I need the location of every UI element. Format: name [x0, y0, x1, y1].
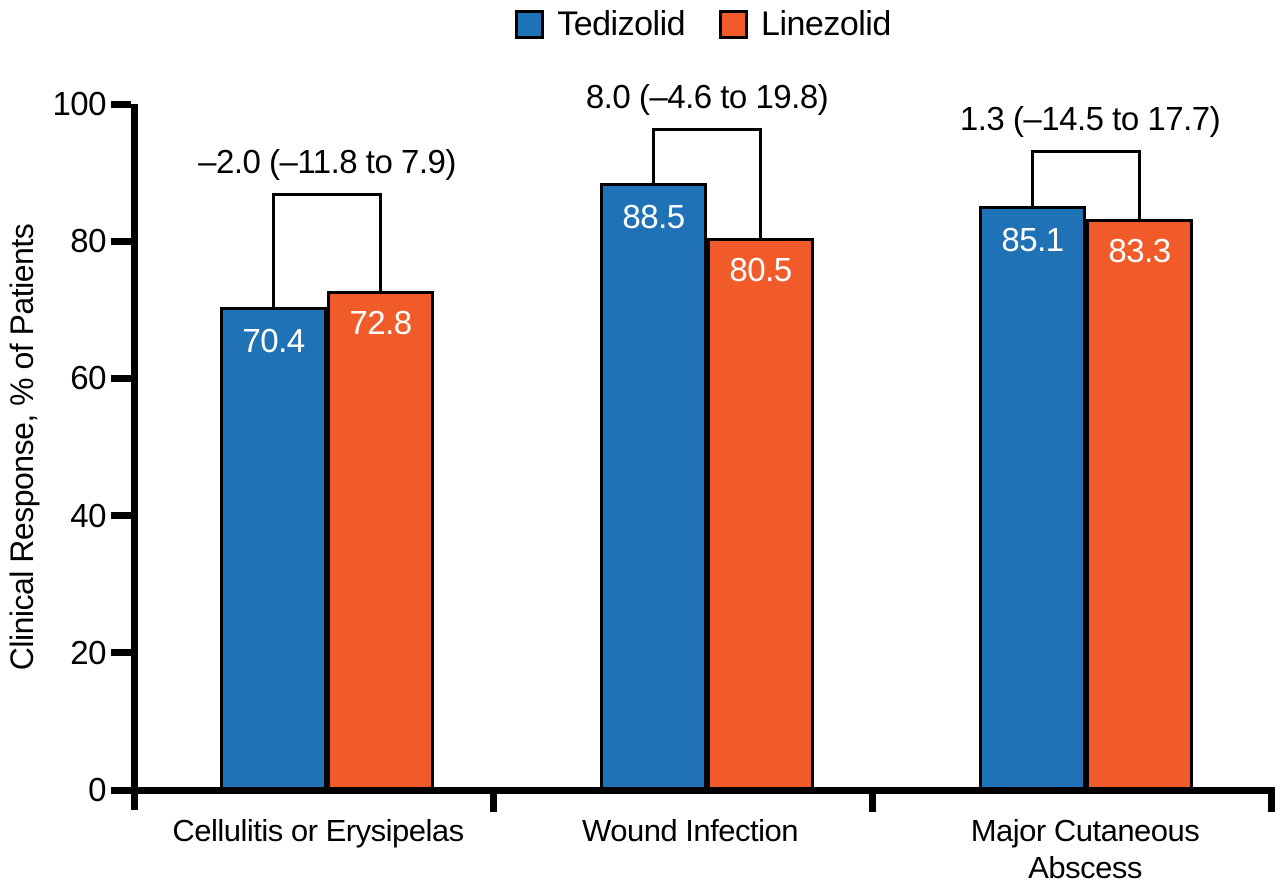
y-tick-label: 80 — [70, 222, 106, 260]
linezolid-swatch-icon — [719, 9, 749, 39]
difference-annotation: 1.3 (–14.5 to 17.7) — [959, 99, 1221, 137]
linezolid-bar — [1086, 218, 1193, 790]
y-tick-label: 40 — [70, 496, 106, 534]
x-axis-line — [131, 787, 1275, 794]
category-label: Major Cutaneous Abscess — [970, 813, 1200, 885]
legend-item-linezolid: Linezolid — [719, 4, 891, 44]
bracket-vertical-right — [759, 128, 762, 238]
y-tick-label: 60 — [70, 359, 106, 397]
linezolid-bar — [707, 237, 814, 790]
legend-label-linezolid: Linezolid — [761, 5, 891, 43]
y-axis-tick — [111, 649, 131, 657]
linezolid-bar-value: 83.3 — [1108, 231, 1171, 269]
bracket-vertical-right — [379, 193, 382, 291]
bracket-horizontal — [652, 128, 762, 131]
bracket-horizontal — [272, 193, 382, 197]
bracket-vertical-left — [272, 193, 275, 308]
linezolid-bar-value: 80.5 — [729, 250, 792, 288]
y-axis-tick — [111, 100, 131, 108]
tedizolid-bar — [979, 206, 1086, 790]
tedizolid-bar-value: 70.4 — [242, 322, 305, 360]
category-label: Wound Infection — [582, 813, 798, 848]
difference-annotation: –2.0 (–11.8 to 7.9) — [198, 143, 456, 181]
x-axis-tick — [489, 794, 497, 812]
linezolid-bar — [327, 290, 434, 790]
y-axis-tick — [111, 786, 131, 794]
tedizolid-bar — [600, 182, 707, 790]
bracket-horizontal — [1031, 149, 1141, 153]
category-label: Cellulitis or Erysipelas — [172, 813, 464, 848]
y-tick-label: 20 — [70, 633, 106, 671]
x-axis-tick — [1268, 794, 1275, 812]
bracket-vertical-right — [1138, 149, 1141, 219]
y-axis-tick — [111, 374, 131, 382]
chart-legend: Tedizolid Linezolid — [126, 4, 1280, 44]
tedizolid-bar — [220, 307, 327, 790]
y-tick-label: 0 — [88, 771, 106, 808]
y-tick-label: 100 — [52, 85, 106, 122]
legend-label-tedizolid: Tedizolid — [557, 5, 686, 43]
bracket-vertical-left — [1031, 149, 1034, 207]
tedizolid-bar-value: 85.1 — [1001, 221, 1064, 259]
y-axis-line — [131, 104, 138, 810]
legend-item-tedizolid: Tedizolid — [515, 4, 686, 44]
y-axis-tick — [111, 512, 131, 520]
linezolid-bar-value: 72.8 — [349, 303, 412, 341]
tedizolid-bar-value: 88.5 — [622, 197, 685, 235]
difference-annotation: 8.0 (–4.6 to 19.8) — [585, 78, 829, 115]
y-axis-title: Clinical Response, % of Patients — [4, 223, 40, 671]
bracket-vertical-left — [652, 128, 655, 183]
x-axis-tick — [868, 794, 876, 812]
tedizolid-swatch-icon — [515, 9, 545, 39]
y-axis-tick — [111, 237, 131, 245]
